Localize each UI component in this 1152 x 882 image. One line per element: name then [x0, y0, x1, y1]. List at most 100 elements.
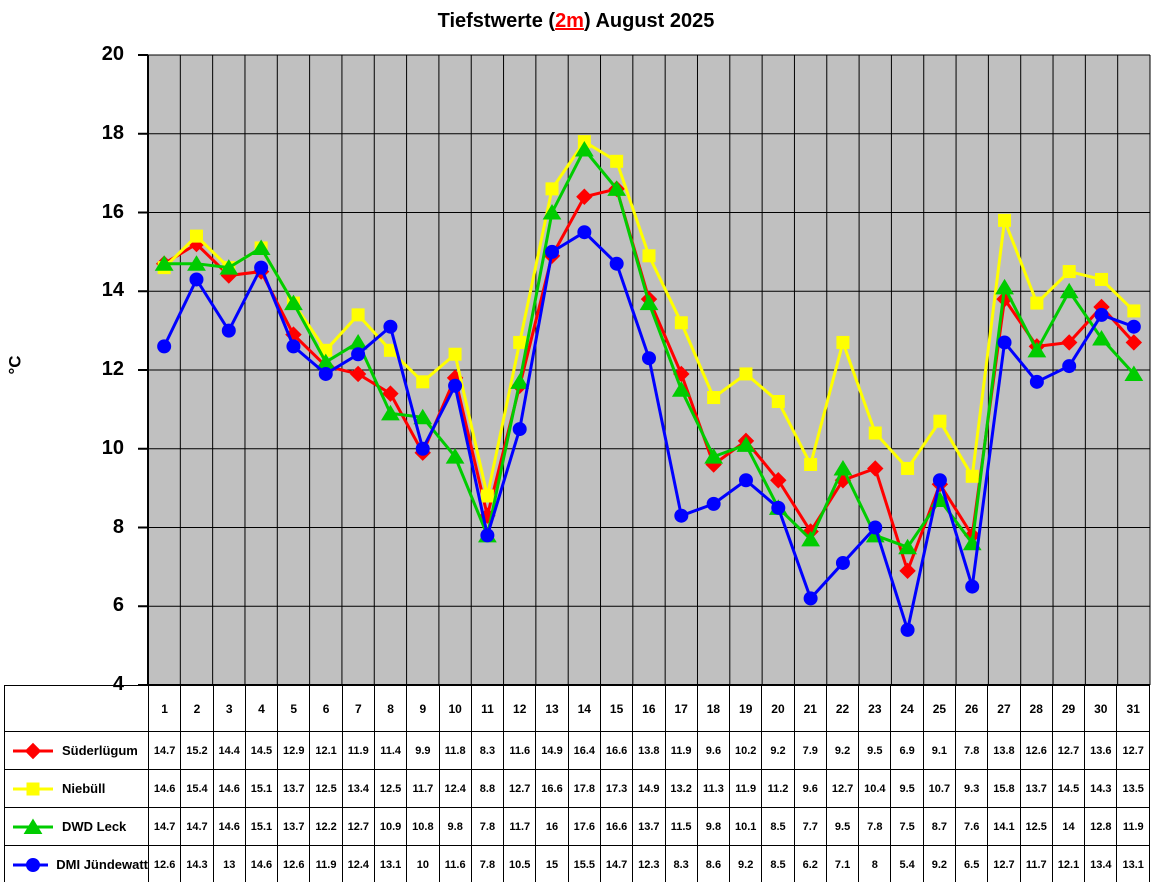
data-point-dmi-juendewatt-day-25: [932, 473, 947, 488]
data-point-dmi-juendewatt-day-1: [157, 339, 172, 354]
data-point-niebuell-day-15: [610, 154, 624, 168]
value-cell-dwd-leck-day-30: 12.8: [1084, 807, 1118, 846]
data-point-dmi-juendewatt-day-17: [674, 508, 689, 523]
value-cell-niebuell-day-11: 8.8: [470, 769, 505, 808]
data-point-dmi-juendewatt-day-16: [642, 351, 656, 366]
value-cell-niebuell-day-19: 11.9: [729, 769, 763, 808]
value-cell-niebuell-day-8: 12.5: [373, 769, 408, 808]
value-cell-suederluegum-day-15: 16.6: [599, 731, 634, 770]
value-cell-dmi-juendewatt-day-15: 14.7: [599, 845, 634, 882]
data-point-dmi-juendewatt-day-9: [415, 441, 430, 456]
data-point-dwd-leck-day-12: [510, 373, 530, 389]
day-header-cell-28: 28: [1019, 685, 1053, 732]
data-point-dmi-juendewatt-day-14: [577, 225, 592, 240]
data-point-niebuell-day-17: [674, 316, 688, 330]
data-point-dmi-juendewatt-day-21: [803, 591, 818, 606]
value-cell-suederluegum-day-21: 7.9: [793, 731, 827, 770]
chart-title-suffix: ) August 2025: [583, 10, 715, 32]
value-cell-dmi-juendewatt-day-12: 10.5: [503, 845, 537, 882]
value-cell-niebuell-day-27: 15.8: [987, 769, 1021, 808]
legend-item-dwd-leck: DWD Leck: [4, 807, 149, 846]
value-cell-dmi-juendewatt-day-11: 7.8: [470, 845, 505, 882]
data-point-dmi-juendewatt-day-8: [383, 319, 398, 334]
data-point-dmi-juendewatt-day-29: [1062, 359, 1077, 374]
value-cell-niebuell-day-17: 13.2: [664, 769, 698, 808]
value-cell-suederluegum-day-2: 15.2: [180, 731, 214, 770]
value-cell-dwd-leck-day-29: 14: [1051, 807, 1086, 846]
data-point-dwd-leck-day-14: [574, 141, 594, 157]
data-point-dwd-leck-day-1: [154, 255, 174, 271]
day-header-cell-29: 29: [1051, 685, 1086, 732]
value-cell-dwd-leck-day-7: 12.7: [341, 807, 375, 846]
value-cell-dwd-leck-day-13: 16: [535, 807, 569, 846]
data-point-dwd-leck-day-13: [542, 204, 562, 220]
y-tick-label-8: 8: [112, 515, 124, 538]
day-header-cell-18: 18: [696, 685, 731, 732]
data-point-niebuell-day-26: [965, 469, 979, 483]
data-point-dmi-juendewatt-day-18: [706, 496, 721, 511]
value-cell-dmi-juendewatt-day-4: 14.6: [244, 845, 279, 882]
circle-marker-icon: [13, 857, 49, 872]
value-cell-niebuell-day-29: 14.5: [1051, 769, 1086, 808]
day-header-cell-22: 22: [825, 685, 860, 732]
data-point-niebuell-day-18: [707, 391, 721, 405]
value-cell-niebuell-day-14: 17.8: [567, 769, 601, 808]
value-cell-dmi-juendewatt-day-8: 13.1: [373, 845, 408, 882]
value-cell-suederluegum-day-24: 6.9: [890, 731, 924, 770]
legend-label-suederluegum: Süderlügum: [62, 743, 138, 758]
value-cell-suederluegum-day-28: 12.6: [1019, 731, 1053, 770]
value-cell-niebuell-day-22: 12.7: [825, 769, 860, 808]
value-cell-dwd-leck-day-19: 10.1: [729, 807, 763, 846]
value-cell-dmi-juendewatt-day-26: 6.5: [955, 845, 989, 882]
value-cell-niebuell-day-13: 16.6: [535, 769, 569, 808]
data-point-dwd-leck-day-17: [671, 381, 691, 397]
day-header-row: 1 2 3 4 5 6 7 8 9 10 11 12 13 14 15 16 17 18 19 20 21 22 23 24 2…: [4, 685, 1150, 732]
data-point-dwd-leck-day-15: [607, 180, 627, 196]
data-point-niebuell-day-29: [1062, 265, 1076, 279]
data-point-dmi-juendewatt-day-12: [512, 422, 527, 437]
data-point-niebuell-day-30: [1095, 272, 1109, 286]
value-cell-niebuell-day-12: 12.7: [503, 769, 537, 808]
data-point-suederluegum-day-7: [349, 365, 367, 383]
value-cell-niebuell-day-10: 12.4: [438, 769, 472, 808]
value-cell-suederluegum-day-26: 7.8: [955, 731, 989, 770]
value-cell-suederluegum-day-8: 11.4: [373, 731, 408, 770]
value-cell-suederluegum-day-23: 9.5: [858, 731, 892, 770]
value-cell-dmi-juendewatt-day-22: 7.1: [825, 845, 860, 882]
value-cell-dwd-leck-day-6: 12.2: [309, 807, 343, 846]
value-cell-dwd-leck-day-26: 7.6: [955, 807, 989, 846]
data-point-dmi-juendewatt-day-10: [448, 378, 463, 393]
data-point-niebuell-day-31: [1127, 304, 1141, 318]
data-point-niebuell-day-24: [901, 461, 915, 475]
day-header-cell-16: 16: [632, 685, 666, 732]
data-point-suederluegum-day-24: [899, 562, 916, 580]
value-cell-dmi-juendewatt-day-27: 12.7: [987, 845, 1021, 882]
data-point-dwd-leck-day-19: [736, 436, 756, 452]
value-cell-dmi-juendewatt-day-2: 14.3: [180, 845, 214, 882]
data-point-suederluegum-day-8: [382, 385, 399, 402]
value-cell-dmi-juendewatt-day-13: 15: [535, 845, 569, 882]
data-point-dwd-leck-day-29: [1059, 282, 1079, 299]
data-point-niebuell-day-11: [480, 489, 494, 503]
data-point-dmi-juendewatt-day-3: [221, 323, 236, 338]
value-cell-suederluegum-day-7: 11.9: [341, 731, 375, 770]
diamond-marker-icon: [13, 742, 53, 759]
chart-title-highlight: 2m: [555, 10, 584, 32]
day-header-cell-23: 23: [858, 685, 892, 732]
table-corner-cell: [4, 685, 149, 732]
value-cell-suederluegum-day-11: 8.3: [470, 731, 505, 770]
value-cell-niebuell-day-6: 12.5: [309, 769, 343, 808]
legend-label-dwd-leck: DWD Leck: [62, 819, 127, 834]
data-point-niebuell-day-10: [448, 347, 462, 361]
y-axis-label: °C: [5, 355, 25, 375]
value-cell-niebuell-day-3: 14.6: [212, 769, 246, 808]
data-point-dmi-juendewatt-day-11: [480, 528, 495, 543]
day-header-cell-25: 25: [922, 685, 957, 732]
data-point-suederluegum-day-31: [1125, 334, 1143, 351]
day-header-cell-1: 1: [147, 685, 182, 732]
data-point-dmi-juendewatt-day-28: [1029, 374, 1044, 389]
y-tick-label-4: 4: [112, 673, 124, 695]
chart-title: Tiefstwerte (2m) August 2025: [0, 10, 1152, 33]
table-row-niebuell: Niebüll 14.6 15.4 14.6 15.1 13.7 12.5 13.4 12.5 1…: [4, 769, 1150, 808]
data-point-dmi-juendewatt-day-5: [286, 339, 301, 354]
